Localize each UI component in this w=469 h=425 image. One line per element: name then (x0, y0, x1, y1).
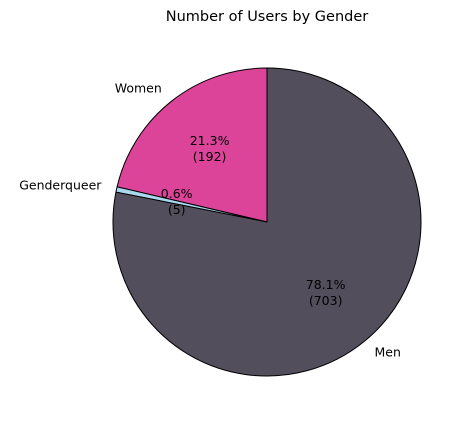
slice-count-men: (703) (309, 293, 343, 308)
slice-percent-men: 78.1% (306, 277, 346, 292)
slice-label-genderqueer: Genderqueer (19, 178, 102, 193)
chart-title: Number of Users by Gender (166, 9, 369, 25)
slice-label-men: Men (375, 344, 401, 359)
pie-labels: Women 21.3%(192) Genderqueer 0.6%(5) Men 78.1… (19, 81, 401, 360)
slice-percent-women: 21.3% (190, 133, 230, 148)
pie-slices (112, 67, 422, 377)
pie-slice-men (112, 67, 422, 377)
slice-label-women: Women (115, 81, 162, 96)
slice-count-women: (192) (193, 149, 227, 164)
pie-slice-women (116, 67, 268, 223)
slice-percent-genderqueer: 0.6% (161, 186, 193, 201)
slice-count-genderqueer: (5) (168, 202, 186, 217)
